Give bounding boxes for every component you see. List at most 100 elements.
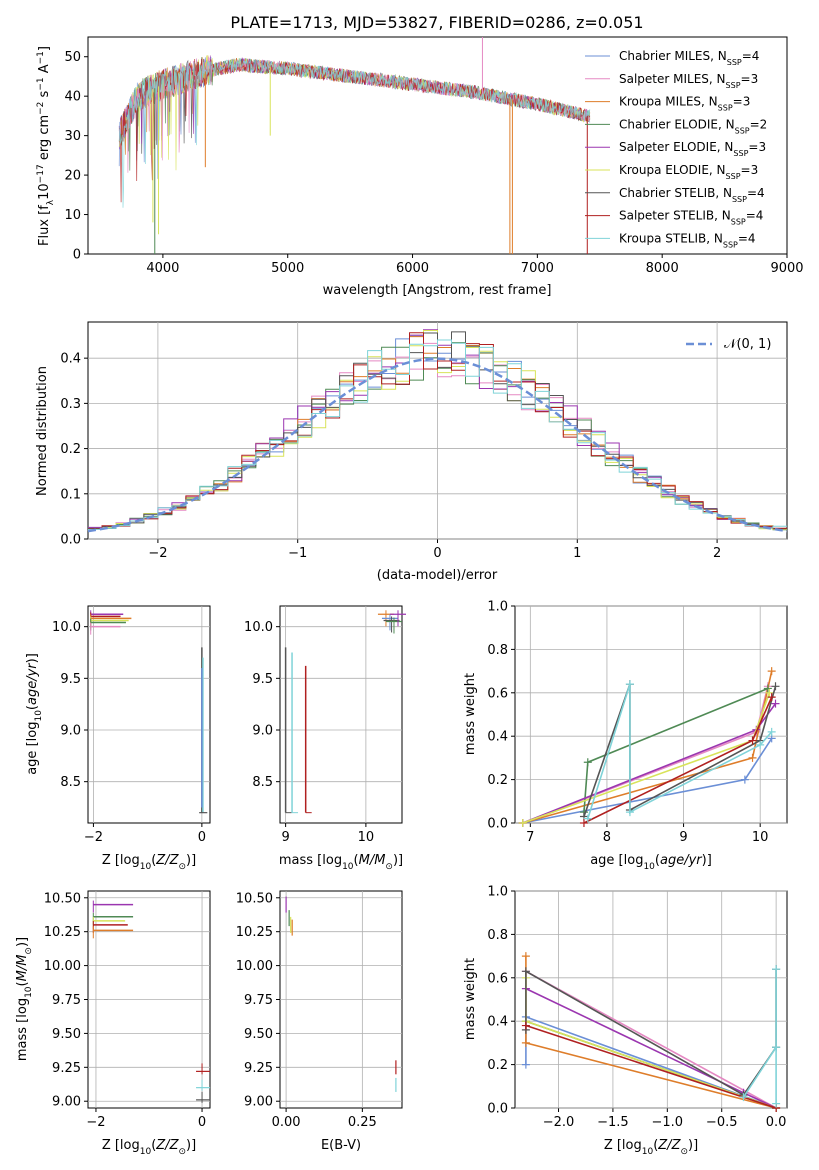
y-tick-label: 10.00 (44, 959, 81, 974)
x-tick-label: 0 (198, 1115, 206, 1130)
residuals-panel: −2 −1 0 1 2 0.0 0.1 0.2 0.3 0.4 𝒩(0, 1) (data-mod… (35, 321, 788, 583)
x-tick-label: 0 (198, 830, 206, 845)
y-tick-label: 9.75 (52, 993, 81, 1008)
mass-ebv-ticks: 0.00 0.25 9.00 9.25 9.50 9.75 10.00 10.25 10.50 (236, 891, 402, 1130)
y-tick-label: 0.6 (487, 971, 508, 986)
spectrum-legend: Chabrier MILES, NSSP=4 Salpeter MILES, NS… (585, 49, 767, 249)
weight-marker (771, 699, 780, 708)
residual-histogram (88, 330, 787, 530)
weight-z-ylabel: mass weight (463, 958, 478, 1040)
x-tick-label: 8000 (646, 261, 679, 276)
weight-marker (625, 808, 634, 817)
y-tick-label: 0.4 (487, 730, 508, 745)
weight-z-lines (521, 952, 781, 1112)
y-tick-label: 0.0 (60, 533, 81, 548)
y-tick-label: 9.50 (244, 1027, 273, 1042)
y-tick-label: 0.2 (487, 773, 508, 788)
legend-label: Salpeter STELIB, NSSP=4 (619, 209, 763, 227)
mass-z-xlabel: Z [log10(Z/Z⊙)] (102, 1138, 196, 1157)
weight-z-panel: −2.0 −1.5 −1.0 −0.5 0.0 0.0 0.2 0.4 0.6 0.8 1.0 Z … (463, 885, 788, 1157)
y-tick-label: 0.8 (487, 928, 508, 943)
age-mass-ticks: 9 10 8.5 9.0 9.5 10.0 (244, 606, 402, 845)
age-z-axes-frame (87, 605, 211, 824)
y-tick-label: 9.50 (52, 1027, 81, 1042)
mass-z-ticks: −2 0 9.00 9.25 9.50 9.75 10.00 10.25 10.50 (44, 891, 210, 1130)
spectrum-ticks: 4000 5000 6000 7000 8000 9000 0 10 20 30 40 50 (64, 50, 803, 276)
weight-age-lines (518, 667, 780, 827)
age-mass-xlabel: mass [log10(M/M⊙)] (279, 853, 403, 872)
weight-marker (767, 727, 776, 736)
legend-label: Salpeter MILES, NSSP=3 (619, 72, 758, 90)
age-z-ticks: −2 0 8.5 9.0 9.5 10.0 (52, 606, 210, 845)
y-tick-label: 50 (64, 50, 81, 65)
y-tick-label: 9.5 (252, 672, 273, 687)
x-tick-label: −2 (148, 546, 167, 561)
x-tick-label: 9000 (770, 261, 803, 276)
weight-marker (748, 753, 757, 762)
age-mass-panel: 9 10 8.5 9.0 9.5 10.0 mass [log10(M/M⊙)] (244, 605, 406, 872)
y-tick-label: 0.0 (487, 1102, 508, 1117)
spectrum-lines (118, 37, 591, 254)
x-tick-label: 10 (752, 830, 769, 845)
spectrum-panel: 4000 5000 6000 7000 8000 9000 0 10 20 30 40 50 wave… (36, 36, 804, 298)
spectrum-ylabel: Flux [fλ10−17 erg cm−2 s−1 A−1] (36, 46, 56, 246)
weight-marker (740, 775, 749, 784)
weight-marker (583, 814, 592, 823)
weight-age-ylabel: mass weight (463, 673, 478, 755)
mass-z-ylabel: mass [log10(M/M⊙)] (15, 937, 34, 1061)
weight-age-panel: 7 8 9 10 0.0 0.2 0.4 0.6 0.8 1.0 age [log10(age/y… (463, 600, 788, 872)
legend-label: Kroupa STELIB, NSSP=4 (619, 231, 756, 249)
weight-marker (772, 1099, 781, 1108)
x-tick-label: 10 (358, 830, 375, 845)
weight-marker (521, 1060, 530, 1069)
weight-marker (765, 688, 774, 697)
y-tick-label: 9.00 (52, 1095, 81, 1110)
weight-marker (763, 684, 772, 693)
weight-marker (579, 819, 588, 827)
x-tick-label: −1 (288, 546, 307, 561)
x-tick-label: −2.0 (543, 1115, 575, 1130)
weight-line (522, 703, 777, 824)
residuals-xlabel: (data-model)/error (377, 568, 498, 583)
x-tick-label: 2 (713, 546, 721, 561)
x-tick-label: −1.0 (652, 1115, 684, 1130)
y-tick-label: 20 (64, 169, 81, 184)
y-tick-label: 10.0 (52, 620, 81, 635)
y-tick-label: 0.2 (60, 442, 81, 457)
weight-line (525, 956, 777, 1109)
y-tick-label: 8.5 (252, 775, 273, 790)
weight-marker (739, 1093, 748, 1102)
mass-ebv-xlabel: E(B-V) (321, 1138, 361, 1153)
y-tick-label: 9.25 (52, 1061, 81, 1076)
spectrum-axes-frame (87, 36, 788, 255)
y-tick-label: 10.00 (236, 959, 273, 974)
mass-z-panel: −2 0 9.00 9.25 9.50 9.75 10.00 10.25 10.50 Z [lo… (15, 890, 211, 1157)
weight-marker (583, 758, 592, 767)
y-tick-label: 0.4 (60, 352, 81, 367)
age-mass-marks (284, 610, 406, 814)
spectrum-xlabel: wavelength [Angstrom, rest frame] (323, 283, 552, 298)
y-tick-label: 0 (73, 248, 81, 263)
x-tick-label: 0.25 (348, 1115, 377, 1130)
weight-marker (772, 965, 781, 974)
y-tick-label: 1.0 (487, 885, 508, 900)
x-tick-label: 7000 (521, 261, 554, 276)
legend-label: Chabrier MILES, NSSP=4 (619, 49, 759, 67)
weight-line (525, 970, 777, 1109)
weight-line (525, 1024, 777, 1109)
y-tick-label: 10.50 (44, 891, 81, 906)
y-tick-label: 9.0 (60, 724, 81, 739)
y-tick-label: 0.3 (60, 397, 81, 412)
residuals-ylabel: Normed distribution (35, 366, 50, 496)
spectrum-line (118, 58, 591, 208)
y-tick-label: 9.00 (244, 1095, 273, 1110)
x-tick-label: 1 (573, 546, 581, 561)
weight-age-xlabel: age [log10(age/yr)] (590, 853, 712, 872)
y-tick-label: 0.8 (487, 643, 508, 658)
legend-label: Chabrier ELODIE, NSSP=2 (619, 117, 767, 135)
weight-marker (748, 736, 757, 745)
x-tick-label: 4000 (146, 261, 179, 276)
x-tick-label: −0.5 (706, 1115, 738, 1130)
x-tick-label: 7 (526, 830, 534, 845)
